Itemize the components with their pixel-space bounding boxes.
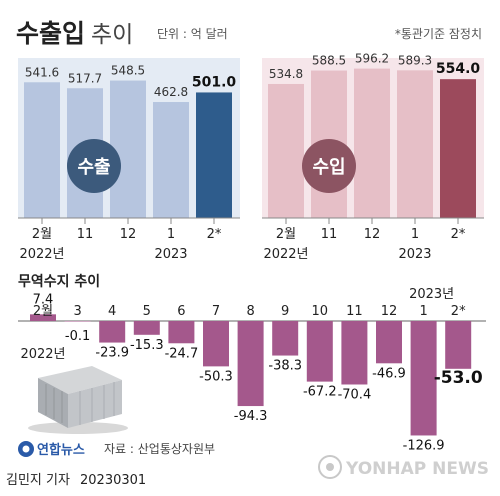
export-category-label: 2*	[207, 227, 222, 242]
balance-bar	[445, 321, 472, 369]
yonhap-logo-dot	[22, 445, 30, 453]
export-year-label: 2023	[154, 247, 187, 262]
balance-category-label: 2월	[33, 304, 53, 319]
export-badge-label: 수출	[77, 157, 110, 178]
import-year-label: 2022년	[263, 247, 308, 262]
balance-bar	[133, 321, 160, 335]
balance-value-label: -94.3	[234, 409, 268, 424]
import-value-label: 588.5	[312, 54, 346, 68]
export-bar	[153, 102, 189, 218]
balance-value-label: -53.0	[434, 368, 483, 388]
import-year-label: 2023	[398, 247, 431, 262]
balance-category-label: 5	[143, 304, 151, 319]
source-label: 자료 : 산업통상자원부	[104, 442, 215, 456]
balance-value-label: -15.3	[130, 338, 164, 353]
balance-value-label: -50.3	[199, 369, 233, 384]
balance-value-label: -67.2	[303, 385, 337, 400]
balance-year-label: 2022년	[20, 347, 65, 362]
balance-value-label: -126.9	[403, 438, 445, 453]
chart-title: 수출입	[16, 19, 85, 48]
balance-category-label: 12	[381, 304, 398, 319]
balance-value-label: 7.4	[33, 292, 54, 307]
export-category-label: 1	[167, 227, 175, 242]
balance-year-label: 2023년	[409, 287, 454, 302]
balance-value-label: -0.1	[65, 329, 90, 344]
balance-bar	[410, 321, 437, 436]
watermark-icon	[318, 455, 342, 479]
import-bar	[397, 70, 433, 219]
export-bar	[24, 82, 60, 218]
export-year-label: 2022년	[19, 247, 64, 262]
balance-value-label: -24.7	[165, 346, 199, 361]
balance-bar	[99, 321, 126, 343]
publish-date: 20230301	[80, 473, 146, 488]
balance-value-label: -46.9	[372, 366, 406, 381]
export-category-label: 12	[120, 227, 137, 242]
balance-category-label: 9	[281, 304, 289, 319]
import-bar	[268, 83, 304, 218]
balance-category-label: 7	[212, 304, 220, 319]
import-bar	[354, 68, 390, 218]
export-chart: 541.6 2월 2022년 517.7 11 548.5 12 462.8 1 2023 501.…	[19, 64, 236, 262]
export-value-label: 548.5	[111, 64, 145, 78]
reporter-credit: 김민지 기자	[6, 473, 70, 488]
import-category-label: 11	[321, 227, 338, 242]
balance-bar	[168, 321, 195, 344]
balance-value-label: -38.3	[268, 359, 302, 374]
balance-bar	[203, 321, 229, 367]
export-value-label: 501.0	[192, 74, 237, 90]
provisional-note: *통관기준 잠정치	[395, 27, 482, 41]
balance-bar	[30, 314, 56, 321]
watermark-text: YONHAP NEWS	[345, 459, 489, 479]
unit-label: 단위 : 억 달러	[157, 27, 228, 41]
balance-bar	[64, 321, 91, 322]
balance-category-label: 8	[246, 304, 254, 319]
balance-chart: 7.42월 -0.1 3 -23.9 4 -15.3 5 -24.7 6 -50.3 7 -94.3 8…	[20, 287, 482, 453]
import-category-label: 2*	[451, 227, 466, 242]
balance-category-label: 1	[419, 304, 427, 319]
export-bar	[110, 80, 146, 218]
balance-bar	[306, 321, 333, 382]
export-value-label: 541.6	[25, 65, 59, 79]
balance-bar	[341, 321, 368, 385]
export-bar	[196, 92, 232, 218]
import-value-label: 596.2	[355, 52, 389, 66]
balance-category-label: 10	[312, 304, 329, 319]
import-category-label: 12	[364, 227, 381, 242]
export-badge	[67, 139, 121, 193]
export-value-label: 462.8	[154, 85, 188, 99]
yonhap-logo-text: 연합뉴스	[37, 442, 85, 458]
balance-category-label: 11	[346, 304, 363, 319]
export-category-label: 11	[77, 227, 94, 242]
balance-bar	[376, 321, 402, 364]
export-value-label: 517.7	[68, 71, 102, 85]
balance-category-label: 6	[177, 304, 185, 319]
import-value-label: 589.3	[398, 53, 432, 67]
import-bar	[440, 79, 476, 218]
chart-title-suffix: 추이	[91, 22, 133, 48]
import-badge	[302, 139, 356, 193]
shipping-container-illustration	[28, 366, 128, 434]
balance-category-label: 2*	[451, 304, 466, 319]
import-badge-label: 수입	[312, 156, 345, 178]
import-value-label: 554.0	[436, 61, 481, 77]
import-category-label: 1	[411, 227, 419, 242]
balance-value-label: -70.4	[338, 388, 372, 403]
balance-category-label: 4	[108, 304, 116, 319]
balance-category-label: 3	[73, 304, 81, 319]
import-category-label: 2월	[276, 227, 296, 242]
watermark: YONHAP NEWS	[318, 455, 489, 479]
import-value-label: 534.8	[269, 67, 303, 81]
balance-bar	[237, 321, 264, 407]
balance-chart-title: 무역수지 추이	[18, 273, 100, 290]
balance-value-label: -23.9	[95, 346, 129, 361]
balance-bar	[272, 321, 299, 356]
export-category-label: 2월	[32, 227, 52, 242]
